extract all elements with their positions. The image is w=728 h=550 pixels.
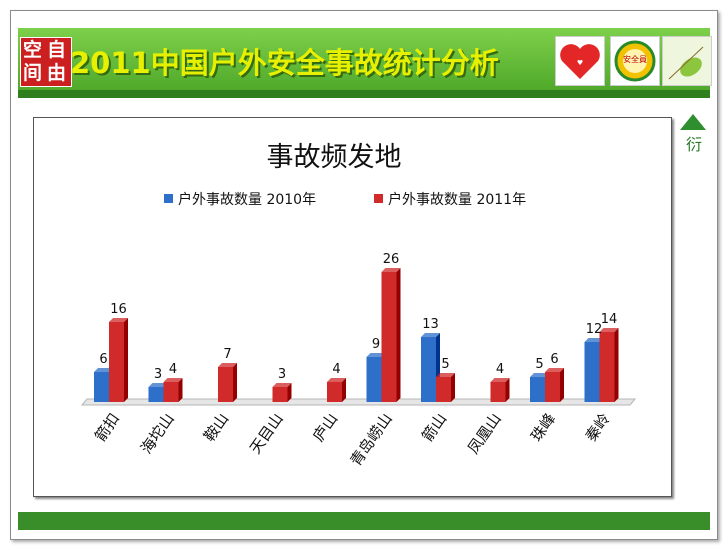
bar-top — [148, 383, 168, 387]
bar-top — [272, 383, 292, 387]
bar-side — [614, 328, 619, 402]
bar — [381, 272, 397, 402]
data-label: 4 — [496, 362, 504, 377]
bar — [94, 372, 109, 402]
category-label: 凤凰山 — [464, 410, 505, 457]
data-label: 26 — [383, 252, 400, 267]
legend-swatch — [374, 194, 383, 203]
data-label: 16 — [110, 302, 127, 317]
data-label: 3 — [278, 367, 286, 382]
bar — [109, 322, 124, 402]
chart-title: 事故频发地 — [267, 142, 402, 173]
bar-side — [505, 378, 510, 402]
bar-side — [178, 378, 183, 402]
bar — [436, 377, 451, 402]
data-label: 4 — [169, 362, 177, 377]
bar-side — [124, 318, 128, 402]
svg-text:♥: ♥ — [577, 59, 583, 67]
header-stripe — [18, 90, 710, 98]
bar-top — [218, 363, 237, 367]
chart-panel: 事故频发地 户外事故数量 2010年 户外事故数量 2011年 6 16 3 4 7 3 4 9… — [33, 117, 672, 497]
data-label: 14 — [601, 312, 618, 327]
bar — [366, 357, 382, 402]
bar — [421, 337, 436, 402]
bar-top — [381, 268, 401, 272]
legend-label: 户外事故数量 2011年 — [388, 191, 526, 208]
safety-badge-label: 安全員 — [623, 55, 647, 64]
bar-top — [584, 338, 604, 342]
page-title: 2011中国户外安全事故统计分析 — [70, 46, 499, 80]
data-label: 9 — [372, 337, 380, 352]
heart-icon: ♥ — [555, 36, 605, 86]
bar-top — [436, 373, 455, 377]
category-label: 珠峰 — [527, 410, 559, 445]
chart-bars — [94, 268, 619, 402]
logo-char: 间 — [23, 62, 43, 84]
logo-char: 空 — [23, 39, 43, 61]
bar-top — [421, 333, 440, 337]
leaf-icon — [662, 36, 712, 86]
bar-side — [342, 378, 346, 402]
data-label: 6 — [550, 352, 558, 367]
bar-top — [599, 328, 619, 332]
data-label: 5 — [441, 357, 449, 372]
data-label: 13 — [422, 317, 439, 332]
category-label: 鞍山 — [200, 410, 232, 445]
bar-side — [287, 383, 292, 402]
legend-swatch — [164, 194, 173, 203]
svg-text:衍: 衍 — [686, 135, 702, 154]
data-label: 3 — [154, 367, 162, 382]
category-label: 海坨山 — [137, 410, 178, 457]
data-label: 12 — [586, 322, 603, 337]
bar — [148, 387, 164, 402]
bar-top — [530, 373, 549, 377]
category-label: 天目山 — [246, 410, 287, 457]
category-label: 庐山 — [309, 410, 341, 445]
side-decoration-icon: 衍 — [678, 108, 708, 178]
bar-top — [366, 353, 386, 357]
bar-side — [451, 373, 455, 402]
bar-top — [163, 378, 183, 382]
data-label: 5 — [535, 357, 543, 372]
bar — [599, 332, 615, 402]
bar — [327, 382, 342, 402]
chart-legend: 户外事故数量 2010年 户外事故数量 2011年 — [164, 191, 526, 208]
data-label: 7 — [223, 347, 231, 362]
safety-badge-icon: 安全員 — [610, 36, 660, 86]
category-label: 箭山 — [418, 410, 450, 445]
data-label: 4 — [332, 362, 340, 377]
logo: 空 自 间 由 — [20, 37, 72, 87]
bar — [163, 382, 179, 402]
category-label: 箭扣 — [91, 410, 123, 445]
category-label: 秦岭 — [582, 410, 614, 445]
bar-side — [396, 268, 401, 402]
bar — [545, 372, 560, 402]
bar-side — [560, 368, 564, 402]
logo-char: 自 — [47, 39, 67, 61]
chart-category-labels: 箭扣 海坨山 鞍山 天目山 庐山 青岛崂山 箭山 凤凰山 珠峰 秦岭 — [91, 410, 613, 469]
bar-top — [109, 318, 128, 322]
footer-bar — [18, 512, 710, 530]
bar — [218, 367, 233, 402]
bar — [272, 387, 288, 402]
bar-side — [233, 363, 237, 402]
category-label: 青岛崂山 — [347, 410, 396, 469]
bar-top — [327, 378, 346, 382]
bar — [530, 377, 545, 402]
bar-top — [94, 368, 113, 372]
bar-top — [490, 378, 510, 382]
legend-label: 户外事故数量 2010年 — [178, 191, 316, 208]
bar-top — [545, 368, 564, 372]
logo-char: 由 — [47, 62, 67, 84]
bar — [584, 342, 600, 402]
bar — [490, 382, 506, 402]
data-label: 6 — [99, 352, 107, 367]
